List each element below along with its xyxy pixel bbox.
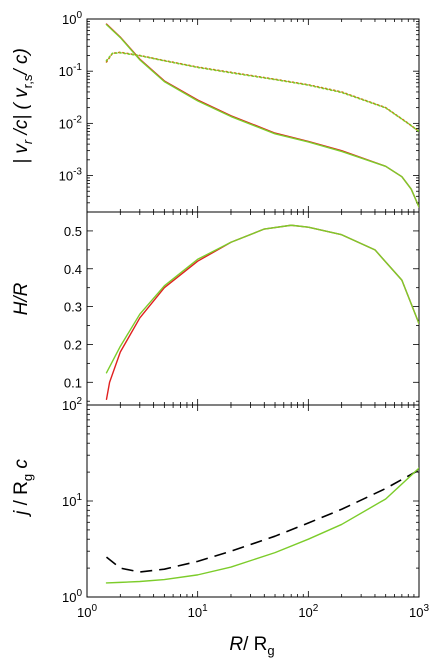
bottom-ytick-label: 102	[62, 396, 82, 413]
bottom-series-1-line	[105, 467, 419, 584]
tick-exponent: 1	[202, 603, 208, 614]
bottom-ylabel-j: j	[11, 510, 32, 518]
top-ylabel-text2: /c| ( v	[11, 87, 32, 140]
middle-series-1-line	[105, 224, 419, 374]
bottom-ylabel: j / Rg c	[11, 459, 35, 518]
tick-exponent: 0	[76, 10, 82, 21]
bottom-ytick-label: 101	[62, 492, 82, 509]
top-series-group	[105, 23, 419, 208]
tick-base: 10	[62, 12, 76, 27]
bottom-ytick-label: 100	[62, 588, 82, 605]
top-ylabel-sub-rs: r,s	[20, 74, 35, 88]
tick-exponent: 3	[423, 603, 429, 614]
top-ylabel: | vr /c| ( vr,s/ c)	[11, 48, 35, 164]
top-ytick-label: 100	[62, 10, 82, 27]
tick-base: 10	[59, 116, 73, 131]
tick-base: 10	[62, 590, 76, 605]
middle-ylabel-text: H/R	[11, 282, 32, 315]
tick-base: 10	[62, 398, 76, 413]
tick-base: 10	[59, 169, 73, 184]
tick-exponent: -2	[73, 114, 82, 125]
tick-base: 10	[59, 64, 73, 79]
bottom-ylabel-slash: / R	[11, 481, 32, 511]
middle-ytick-label: 0.2	[64, 337, 82, 352]
top-ylabel-text: | v	[11, 143, 32, 164]
top-ytick-label: 10-2	[59, 114, 83, 131]
middle-series-0-line	[105, 224, 419, 401]
middle-ytick-label: 0.4	[64, 262, 82, 277]
xlabel-slash: / R	[243, 634, 267, 655]
bottom-xtick-label: 102	[298, 603, 318, 620]
top-ylabel-text3: / c)	[11, 48, 32, 76]
bottom-xtick-label: 101	[188, 603, 208, 620]
xlabel-R: R	[229, 634, 243, 655]
top-frame	[86, 18, 420, 213]
tick-exponent: 2	[313, 603, 319, 614]
tick-exponent: -3	[73, 167, 82, 178]
tick-exponent: 1	[76, 492, 82, 503]
top-ylabel-sub-r: r	[20, 139, 35, 144]
tick-base: 10	[409, 605, 423, 620]
tick-exponent: 0	[91, 603, 97, 614]
bottom-xtick-label: 103	[409, 603, 429, 620]
tick-base: 10	[77, 605, 91, 620]
middle-ytick-label: 0.5	[64, 224, 82, 239]
chart-panels: 10010-110-210-30.10.20.30.40.51001011021…	[59, 10, 430, 620]
tick-exponent: -1	[73, 62, 82, 73]
middle-panel: 0.1 0.2 0.3 0.4 0.5	[64, 211, 420, 406]
top-ytick-label: 10-1	[59, 62, 83, 79]
bottom-frame	[86, 404, 420, 598]
middle-frame	[86, 211, 420, 406]
bottom-xlabel: R/ Rg	[229, 634, 274, 658]
middle-ytick-label: 0.3	[64, 300, 82, 315]
top-series-2-line	[105, 51, 419, 133]
bottom-ylabel-sub-g: g	[20, 474, 35, 481]
axis-labels: | vr /c| ( vr,s/ c) H/R j / Rg c R/ Rg	[11, 48, 275, 658]
middle-ylabel: H/R	[11, 282, 32, 315]
bottom-ylabel-c: c	[11, 459, 32, 474]
bottom-series-0-line	[105, 469, 419, 573]
bottom-xtick-label: 100	[77, 603, 97, 620]
bottom-series-group	[105, 467, 419, 584]
top-series-1-line	[105, 23, 419, 208]
top-series-3-line	[105, 52, 419, 133]
xlabel-sub-g: g	[267, 643, 274, 658]
top-series-0-line	[105, 23, 419, 208]
tick-base: 10	[188, 605, 202, 620]
top-ytick-label: 10-3	[59, 167, 83, 184]
tick-exponent: 2	[76, 396, 82, 407]
tick-base: 10	[62, 494, 76, 509]
middle-series-group	[105, 224, 419, 401]
middle-ytick-label: 0.1	[64, 375, 82, 390]
tick-exponent: 0	[76, 588, 82, 599]
tick-base: 10	[298, 605, 312, 620]
